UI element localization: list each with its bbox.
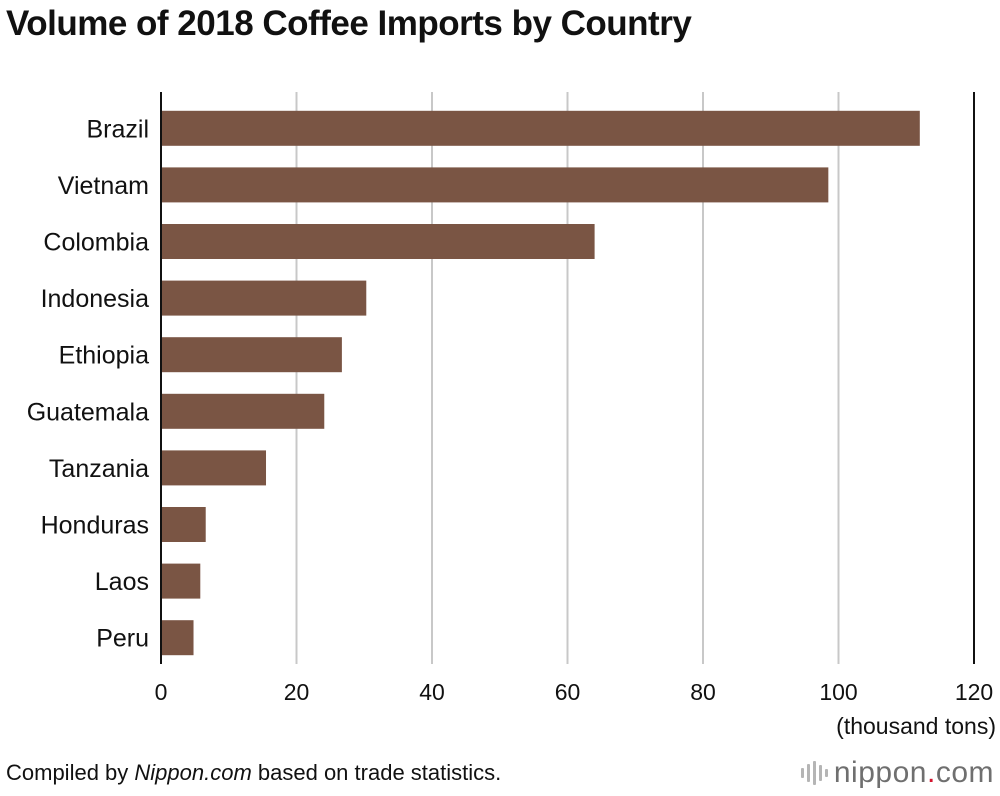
x-tick-label: 20: [284, 679, 310, 705]
bar-ethiopia: [161, 337, 342, 373]
chart-title: Volume of 2018 Coffee Imports by Country: [6, 4, 692, 43]
x-axis-label: (thousand tons): [836, 713, 996, 739]
source-suffix: based on trade statistics.: [251, 760, 502, 785]
x-tick-label: 40: [419, 679, 445, 705]
brand-dot: .: [926, 756, 936, 789]
category-label: Colombia: [43, 229, 149, 257]
bar-colombia: [161, 224, 595, 259]
bar-guatemala: [161, 393, 325, 429]
category-label: Indonesia: [41, 285, 150, 313]
x-tick-label: 80: [690, 679, 716, 705]
source-name: Nippon.com: [134, 760, 252, 785]
category-label: Laos: [95, 568, 149, 596]
x-tick-label: 0: [155, 679, 168, 705]
bar-honduras: [161, 507, 206, 542]
brand-logo: nippon.com: [800, 756, 994, 790]
category-label: Guatemala: [27, 398, 149, 426]
source-note: Compiled by Nippon.com based on trade st…: [6, 760, 501, 786]
category-label: Peru: [96, 625, 149, 653]
sound-wave-icon: [800, 761, 828, 785]
bar-vietnam: [161, 167, 829, 203]
source-prefix: Compiled by: [6, 760, 135, 785]
bar-chart: Brazil Vietnam Colombia Indonesia Ethiopia Gu…: [27, 92, 996, 739]
category-label: Ethiopia: [59, 342, 149, 370]
bar-tanzania: [161, 450, 267, 486]
bar-indonesia: [161, 280, 367, 316]
x-tick-label: 120: [955, 679, 993, 705]
bar-laos: [161, 563, 201, 599]
bar-peru: [161, 620, 194, 656]
category-label: Honduras: [41, 512, 149, 540]
x-tick-label: 100: [819, 679, 857, 705]
bar-brazil: [161, 110, 920, 146]
category-label: Brazil: [86, 115, 149, 143]
category-label: Tanzania: [49, 455, 149, 483]
category-label: Vietnam: [58, 172, 149, 200]
brand-name: nippon: [833, 756, 927, 789]
brand-tld: com: [935, 756, 994, 789]
x-tick-label: 60: [555, 679, 581, 705]
